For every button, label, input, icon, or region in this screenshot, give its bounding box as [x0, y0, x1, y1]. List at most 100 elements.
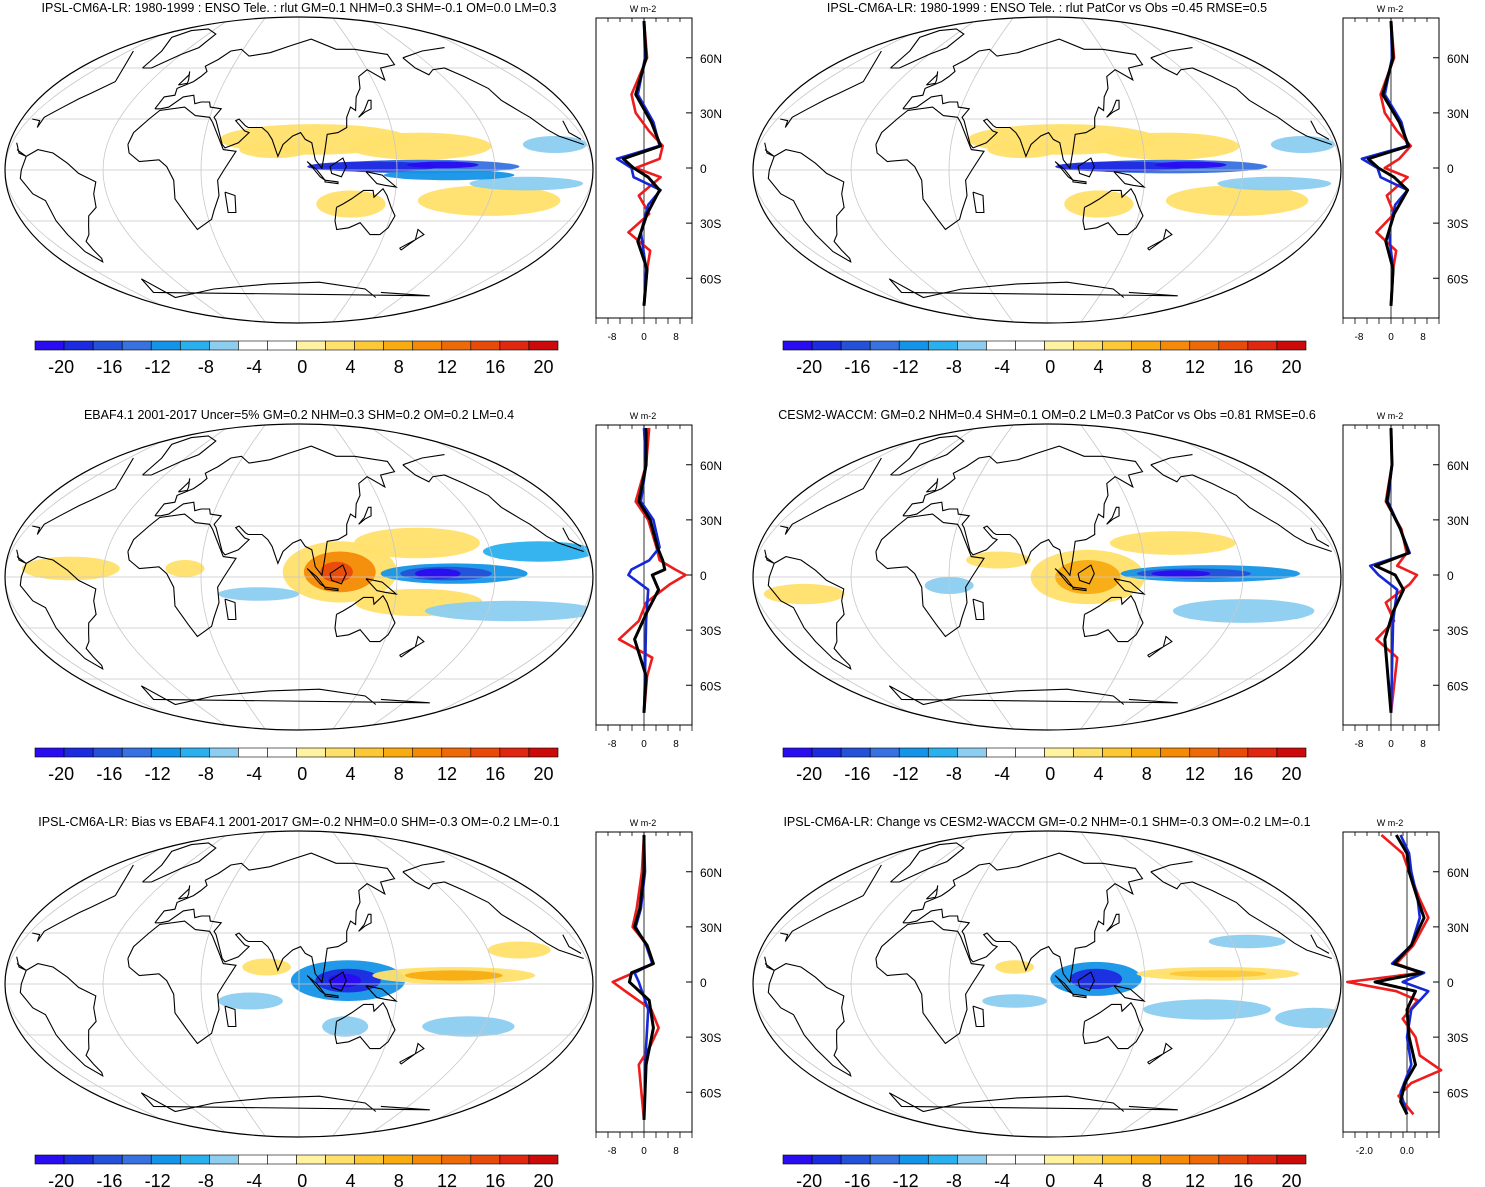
colorbar-label: 4 — [346, 1171, 356, 1187]
colorbar-label: 20 — [533, 764, 553, 784]
colorbar: -20 -16 -12 -8 -4 0 4 8 12 16 20 — [34, 340, 559, 377]
colorbar-box — [1044, 747, 1074, 758]
colorbar-label: -12 — [145, 1171, 171, 1187]
zonal-mean-plot: W m-2 60N 30N 0 30S 60S -8 0 8 — [595, 818, 722, 1157]
colorbar-label: -12 — [893, 764, 919, 784]
map-border — [752, 16, 1342, 324]
colorbar-label: -4 — [246, 764, 262, 784]
graticule — [5, 831, 593, 1137]
lat-tick-label: 30N — [1447, 921, 1469, 935]
colorbar-box — [1102, 340, 1132, 351]
lat-tick-label: 0 — [1447, 976, 1454, 990]
lat-tick-label: 60S — [1447, 679, 1468, 693]
anomaly-patch — [218, 587, 299, 601]
colorbar-label: 20 — [1281, 1171, 1301, 1187]
colorbar-box — [383, 1154, 414, 1165]
colorbar-box — [1073, 747, 1103, 758]
colorbar-label: 16 — [1233, 357, 1253, 377]
colorbar: -20 -16 -12 -8 -4 0 4 8 12 16 20 — [34, 1154, 559, 1187]
anomaly-patch — [1154, 161, 1227, 169]
colorbar-box — [121, 747, 152, 758]
lat-tick-label: 30N — [1447, 107, 1469, 121]
colorbar-label: 12 — [437, 357, 457, 377]
colorbar-label: -8 — [946, 764, 962, 784]
anomaly-patch — [414, 568, 461, 579]
colorbar-box — [470, 747, 501, 758]
colorbar-box — [209, 340, 239, 351]
colorbar-box — [150, 340, 181, 351]
lat-tick-label: 60S — [700, 1086, 721, 1100]
profile-x-tick-label: -8 — [608, 1146, 617, 1157]
colorbar-box — [1073, 1154, 1103, 1165]
map-field — [5, 17, 593, 323]
colorbar-box — [898, 1154, 929, 1165]
anomaly-patch — [1151, 570, 1211, 577]
colorbar-box — [34, 1154, 65, 1165]
lat-tick-label: 60S — [1447, 272, 1468, 286]
colorbar-label: -16 — [96, 764, 122, 784]
colorbar-label: -4 — [994, 764, 1010, 784]
colorbar-box — [238, 1154, 268, 1165]
map-border — [4, 830, 594, 1138]
colorbar-box — [811, 747, 842, 758]
colorbar-box — [1218, 340, 1249, 351]
lat-tick-label: 30S — [1447, 1031, 1468, 1045]
anomaly-patch — [987, 141, 1059, 159]
lat-tick-label: 30S — [700, 1031, 721, 1045]
colorbar-label: 4 — [1094, 1171, 1104, 1187]
graticule — [753, 17, 1341, 323]
colorbar-label: 16 — [1233, 1171, 1253, 1187]
colorbar-box — [811, 340, 842, 351]
profile-x-tick-label: 8 — [1420, 332, 1426, 343]
colorbar-box — [1218, 747, 1249, 758]
colorbar-label: 0 — [1045, 357, 1055, 377]
profile-unit-label: W m-2 — [630, 411, 657, 421]
colorbar-box — [92, 340, 123, 351]
colorbar-label: 0 — [297, 764, 307, 784]
profile-line-black — [627, 835, 655, 1120]
colorbar-box — [1160, 747, 1191, 758]
lat-tick-label: 60S — [700, 679, 721, 693]
lat-tick-label: 60S — [700, 272, 721, 286]
colorbar-box — [840, 747, 871, 758]
colorbar-box — [63, 1154, 94, 1165]
anomaly-patch — [763, 583, 845, 605]
panel-4: CESM2-WACCM: GM=0.2 NHM=0.4 SHM=0.1 OM=0… — [752, 408, 1469, 784]
colorbar-label: 4 — [346, 357, 356, 377]
colorbar-box — [499, 1154, 530, 1165]
profile-line-black — [1366, 20, 1411, 306]
colorbar-box — [63, 340, 94, 351]
anomaly-patch — [1142, 999, 1271, 1020]
colorbar-box — [296, 340, 326, 351]
colorbar-box — [238, 340, 268, 351]
profile-x-tick-label: 8 — [1420, 739, 1426, 750]
colorbar-box — [528, 747, 559, 758]
colorbar-box — [898, 747, 929, 758]
colorbar-box — [1247, 1154, 1278, 1165]
colorbar-label: 0 — [297, 1171, 307, 1187]
colorbar-box — [412, 747, 443, 758]
zonal-mean-plot: W m-2 60N 30N 0 30S 60S -8 0 8 — [1342, 4, 1469, 343]
colorbar-box — [1044, 340, 1074, 351]
map-border — [752, 830, 1342, 1138]
lat-tick-label: 30N — [700, 107, 722, 121]
anomaly-patch — [482, 541, 593, 562]
colorbar-box — [121, 1154, 152, 1165]
profile-x-tick-label: 0 — [641, 332, 647, 343]
panel-title: IPSL-CM6A-LR: Change vs CESM2-WACCM GM=-… — [783, 815, 1310, 829]
profile-x-tick-label: 0.0 — [1400, 1146, 1414, 1157]
profile-line-black — [621, 20, 663, 306]
profile-x-tick-label: -8 — [608, 739, 617, 750]
anomaly-patch — [165, 560, 205, 577]
colorbar-box — [1160, 1154, 1191, 1165]
lat-tick-label: 60N — [700, 459, 722, 473]
anomaly-patch — [21, 556, 120, 581]
colorbar-box — [782, 340, 813, 351]
colorbar-label: -16 — [844, 1171, 870, 1187]
colorbar-box — [441, 747, 472, 758]
colorbar-box — [325, 340, 355, 351]
colorbar-label: 0 — [1045, 764, 1055, 784]
graticule — [5, 424, 593, 730]
colorbar-label: 12 — [1185, 357, 1205, 377]
